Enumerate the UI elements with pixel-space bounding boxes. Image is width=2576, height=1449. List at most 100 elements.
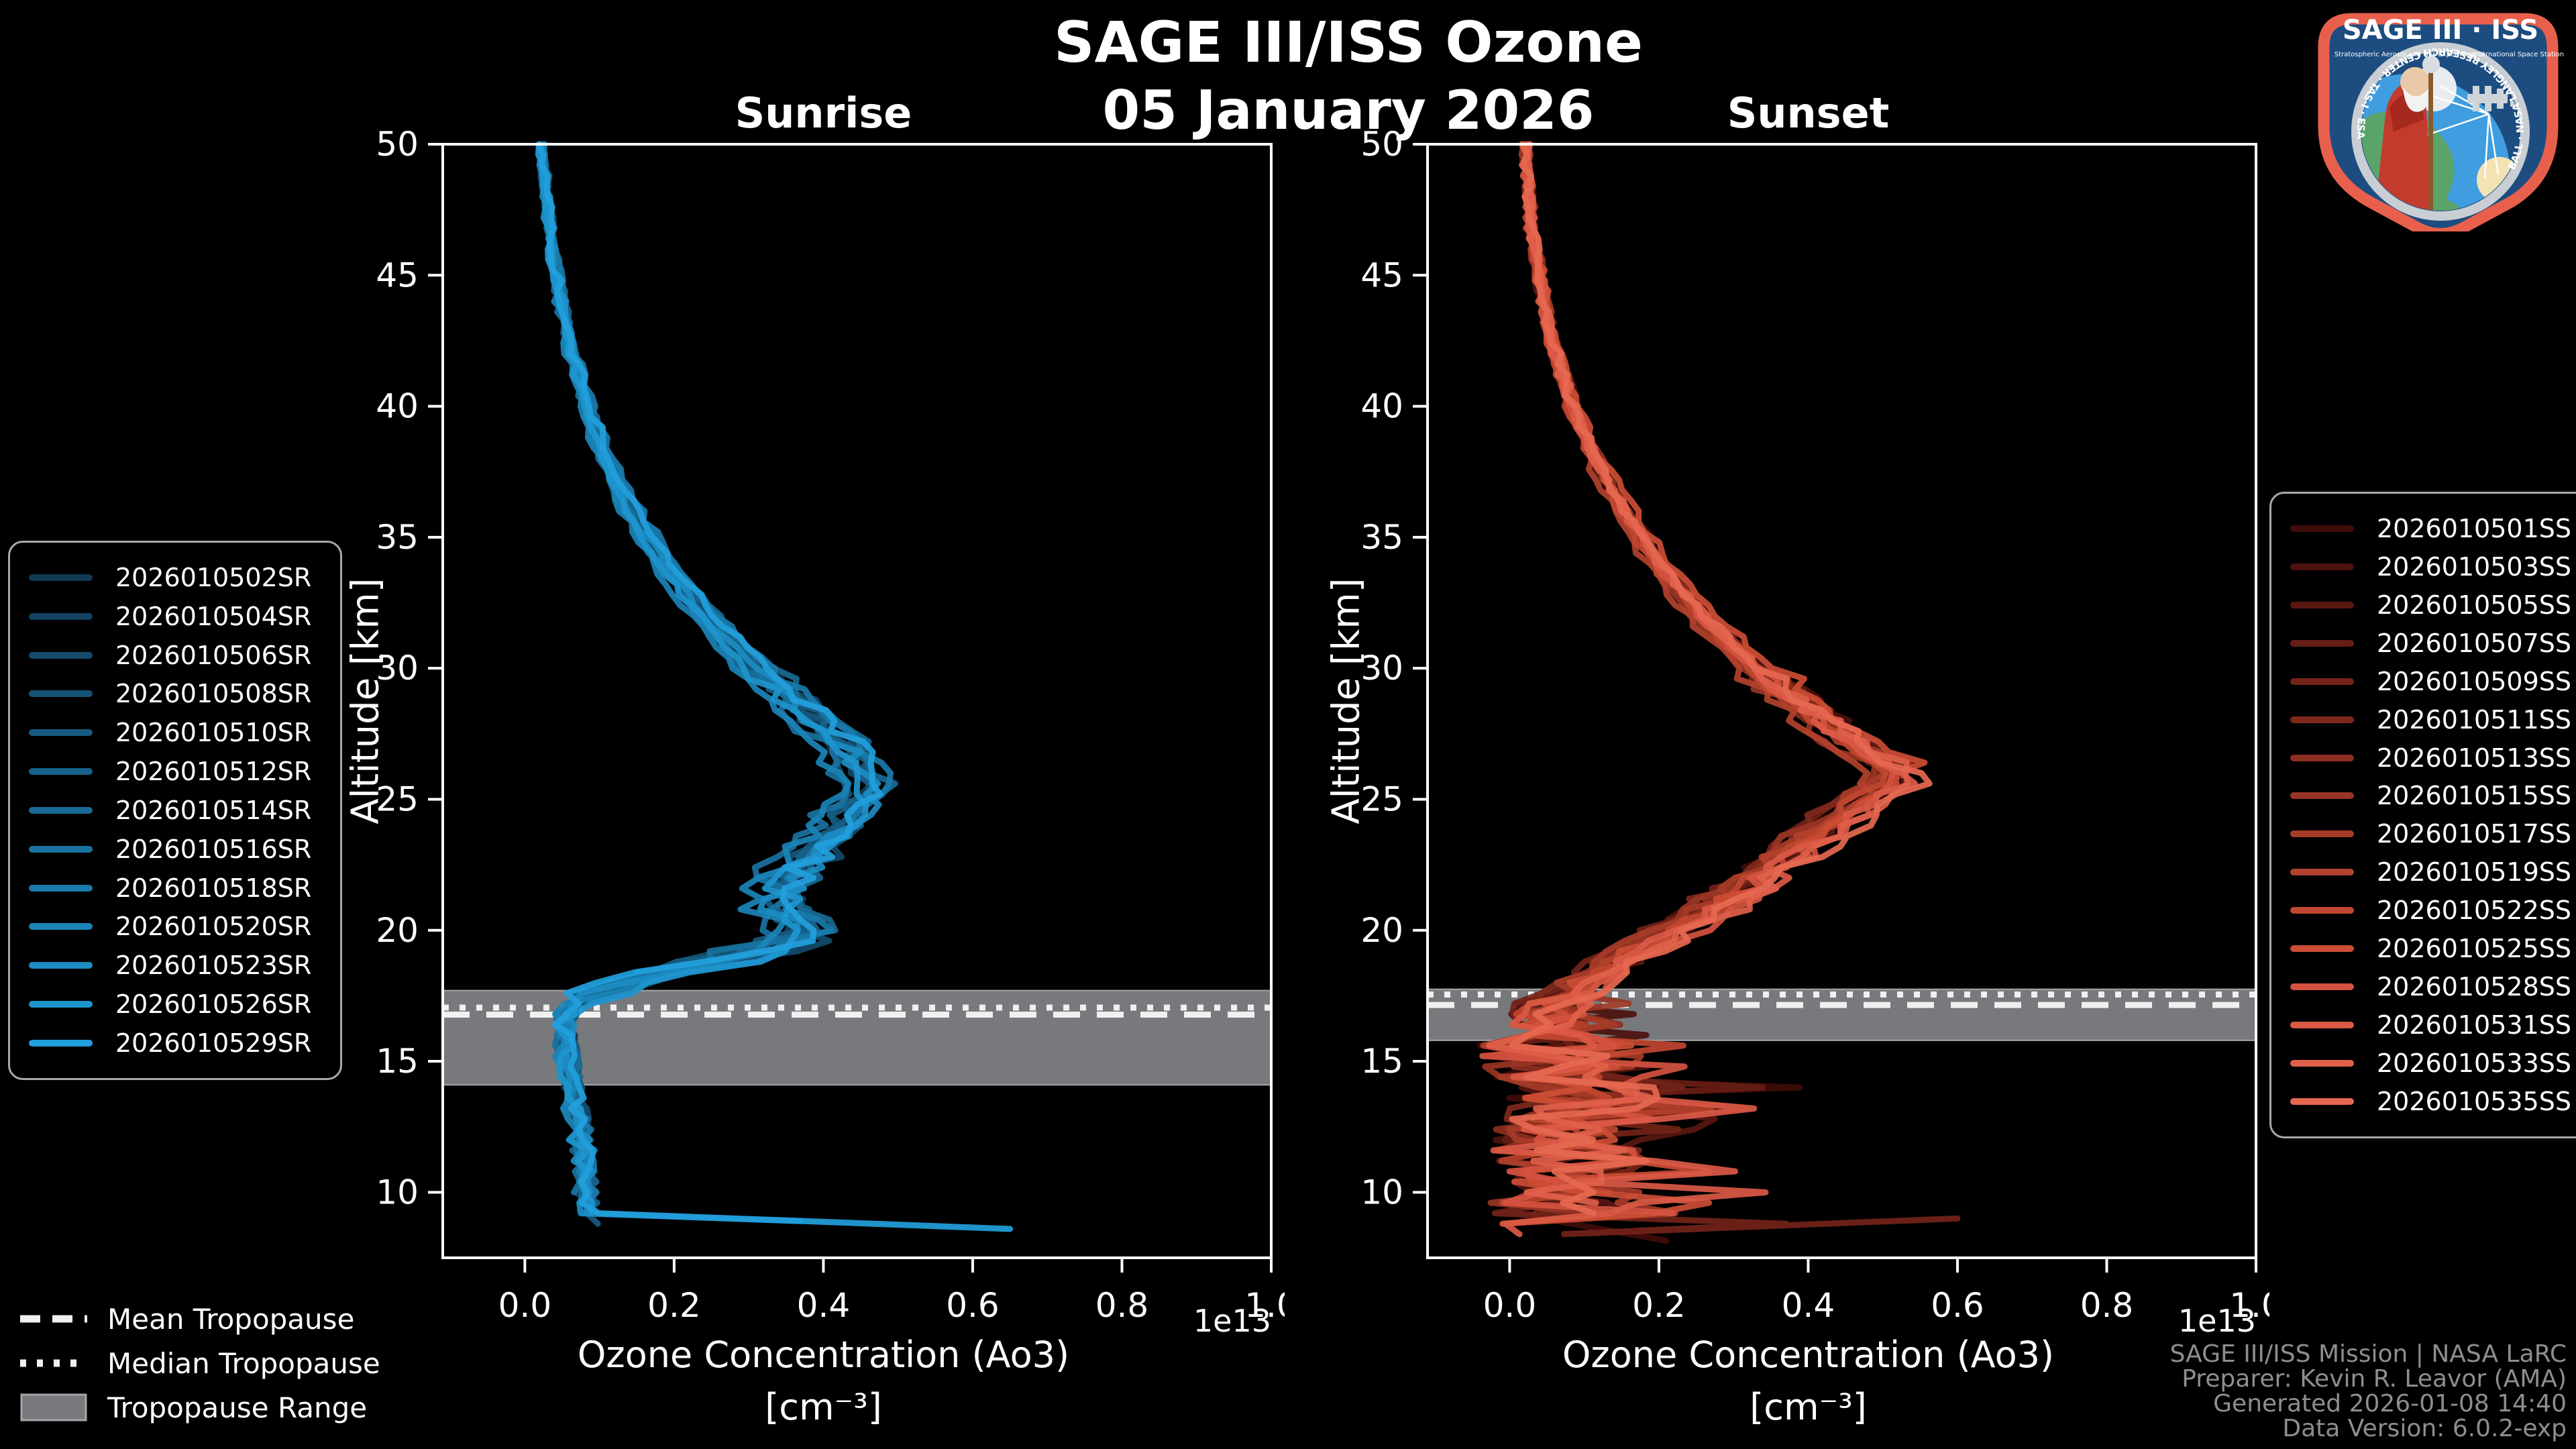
legend-item: 2026010533SS: [2290, 1044, 2576, 1082]
tropopause-legend-label: Median Tropopause: [107, 1346, 380, 1380]
sage-figure: [2373, 56, 2440, 211]
legend-item: 2026010510SR: [29, 714, 321, 751]
series-label: 2026010502SR: [115, 563, 312, 592]
series-label: 2026010526SR: [115, 989, 312, 1020]
series-label: 2026010515SS: [2377, 781, 2572, 811]
series-color-swatch: [2290, 1021, 2354, 1028]
series-color-swatch: [2290, 945, 2354, 953]
series-color-swatch: [2290, 525, 2354, 532]
sunrise-plot: 0.0 0.2 0.4 0.6 0.8 1.0 10 15 20 25 30 35 40 45 50: [376, 131, 1285, 1325]
x-axis-label-sunrise: Ozone Concentration (Ao3): [577, 1334, 1070, 1376]
legend-item: 2026010502SR: [29, 559, 321, 596]
series-label: 2026010533SS: [2377, 1048, 2572, 1078]
legend-item: 2026010519SS: [2290, 853, 2576, 891]
page-title: SAGE III/ISS Ozone: [1053, 9, 1644, 75]
x-tick-label: 0.6: [946, 1286, 1000, 1325]
legend-item: 2026010507SS: [2290, 625, 2576, 662]
y-tick-label: 25: [1360, 780, 1403, 818]
series-color-swatch: [2290, 754, 2354, 761]
legend-item: 2026010512SR: [29, 753, 321, 790]
x-axis-units-sunset: [cm⁻³]: [1750, 1386, 1867, 1428]
x-tick-label: 0.2: [1632, 1286, 1686, 1325]
x-axis-offset-exponent-sunset: 1e13: [2178, 1303, 2256, 1339]
series-label: 2026010513SS: [2377, 743, 2572, 773]
x-tick-label: 0.0: [498, 1286, 552, 1325]
range-swatch: [20, 1393, 87, 1421]
legend-item: 2026010501SS: [2290, 510, 2576, 547]
attribution-line: Data Version: 6.0.2-exp: [2282, 1415, 2567, 1442]
attribution-line: Generated 2026-01-08 14:40: [2213, 1390, 2567, 1417]
series-label: 2026010508SR: [115, 679, 312, 709]
legend-item: 2026010506SR: [29, 637, 321, 674]
x-axis-units-sunrise: [cm⁻³]: [765, 1386, 882, 1428]
legend-item: 2026010513SS: [2290, 739, 2576, 777]
legend-item: 2026010511SS: [2290, 701, 2576, 739]
x-tick-label: 0.4: [797, 1286, 851, 1325]
x-tick-label: 1.0: [2229, 1286, 2269, 1325]
series-label: 2026010531SS: [2377, 1010, 2572, 1040]
series-label: 2026010503SS: [2377, 551, 2572, 582]
series-label: 2026010516SR: [115, 834, 312, 864]
series-color-swatch: [2290, 869, 2354, 876]
y-tick-label: 10: [1360, 1173, 1403, 1212]
dotted-swatch: [20, 1359, 87, 1367]
x-tick-label: 0.6: [1931, 1286, 1984, 1325]
legend-item: 2026010509SS: [2290, 663, 2576, 700]
series-color-swatch: [2290, 830, 2354, 838]
series-label: 2026010501SS: [2377, 514, 2572, 543]
y-tick-label: 30: [1360, 649, 1403, 688]
series-color-swatch: [29, 962, 93, 969]
series-label: 2026010535SS: [2377, 1086, 2572, 1116]
series-label: 2026010505SS: [2377, 590, 2572, 620]
legend-item: 2026010525SS: [2290, 930, 2576, 967]
y-tick-label: 10: [376, 1173, 419, 1212]
y-tick-label: 15: [376, 1042, 419, 1081]
x-axis-offset-exponent-sunrise: 1e13: [1193, 1303, 1271, 1339]
legend-sunset-events: 2026010501SS 2026010503SS 2026010505SS 2026…: [2269, 492, 2576, 1138]
series-label: 2026010511SS: [2377, 704, 2572, 735]
legend-item: 2026010531SS: [2290, 1006, 2576, 1044]
legend-tropopause: Mean Tropopause Median Tropopause Tropopau…: [20, 1301, 380, 1425]
tropopause-legend-item: Median Tropopause: [20, 1346, 380, 1381]
tropopause-legend-label: Mean Tropopause: [107, 1302, 355, 1336]
panel-title-sunrise: Sunrise: [735, 89, 912, 138]
series-color-swatch: [2290, 983, 2354, 991]
x-tick-label: 0.0: [1483, 1286, 1537, 1325]
y-tick-label: 40: [376, 387, 419, 426]
tropopause-legend-item: Mean Tropopause: [20, 1301, 380, 1336]
y-tick-label: 30: [376, 649, 419, 688]
series-color-swatch: [2290, 678, 2354, 685]
y-axis-label-sunset: Altitude [km]: [1324, 578, 1368, 824]
plot-spines: [441, 143, 1273, 1259]
legend-item: 2026010535SS: [2290, 1083, 2576, 1120]
attribution-line: Preparer: Kevin R. Leavor (AMA): [2182, 1365, 2567, 1393]
patch-subtitle-right: International Space Station: [2473, 51, 2564, 58]
legend-item: 2026010526SR: [29, 985, 321, 1023]
x-axis-label-sunset: Ozone Concentration (Ao3): [1562, 1334, 2055, 1376]
profile-line-2026010533SS: [1486, 141, 1911, 1206]
legend-item: 2026010529SR: [29, 1024, 321, 1062]
series-color-swatch: [2290, 639, 2354, 647]
legend-item: 2026010504SR: [29, 598, 321, 635]
series-label: 2026010529SR: [115, 1028, 312, 1058]
patch-subtitle-left: Stratospheric Aerosol and Gas Experiment…: [2334, 51, 2485, 58]
series-color-swatch: [2290, 1097, 2354, 1105]
y-tick-label: 40: [1360, 387, 1403, 426]
sight-lines: [2389, 85, 2500, 179]
legend-item: 2026010514SR: [29, 792, 321, 829]
series-label: 2026010507SS: [2377, 628, 2572, 658]
y-tick-label: 35: [1360, 518, 1403, 557]
series-label: 2026010523SR: [115, 951, 312, 981]
y-tick-label: 50: [376, 131, 419, 164]
x-tick-label: 1.0: [1244, 1286, 1285, 1325]
series-label: 2026010510SR: [115, 718, 312, 748]
series-color-swatch: [29, 729, 93, 737]
legend-item: 2026010523SR: [29, 947, 321, 984]
legend-item: 2026010516SR: [29, 830, 321, 868]
legend-item: 2026010528SS: [2290, 968, 2576, 1006]
profile-line-2026010529SR: [535, 141, 1014, 1232]
series-label: 2026010519SS: [2377, 857, 2572, 888]
series-color-swatch: [29, 1039, 93, 1046]
y-tick-label: 15: [1360, 1042, 1403, 1081]
